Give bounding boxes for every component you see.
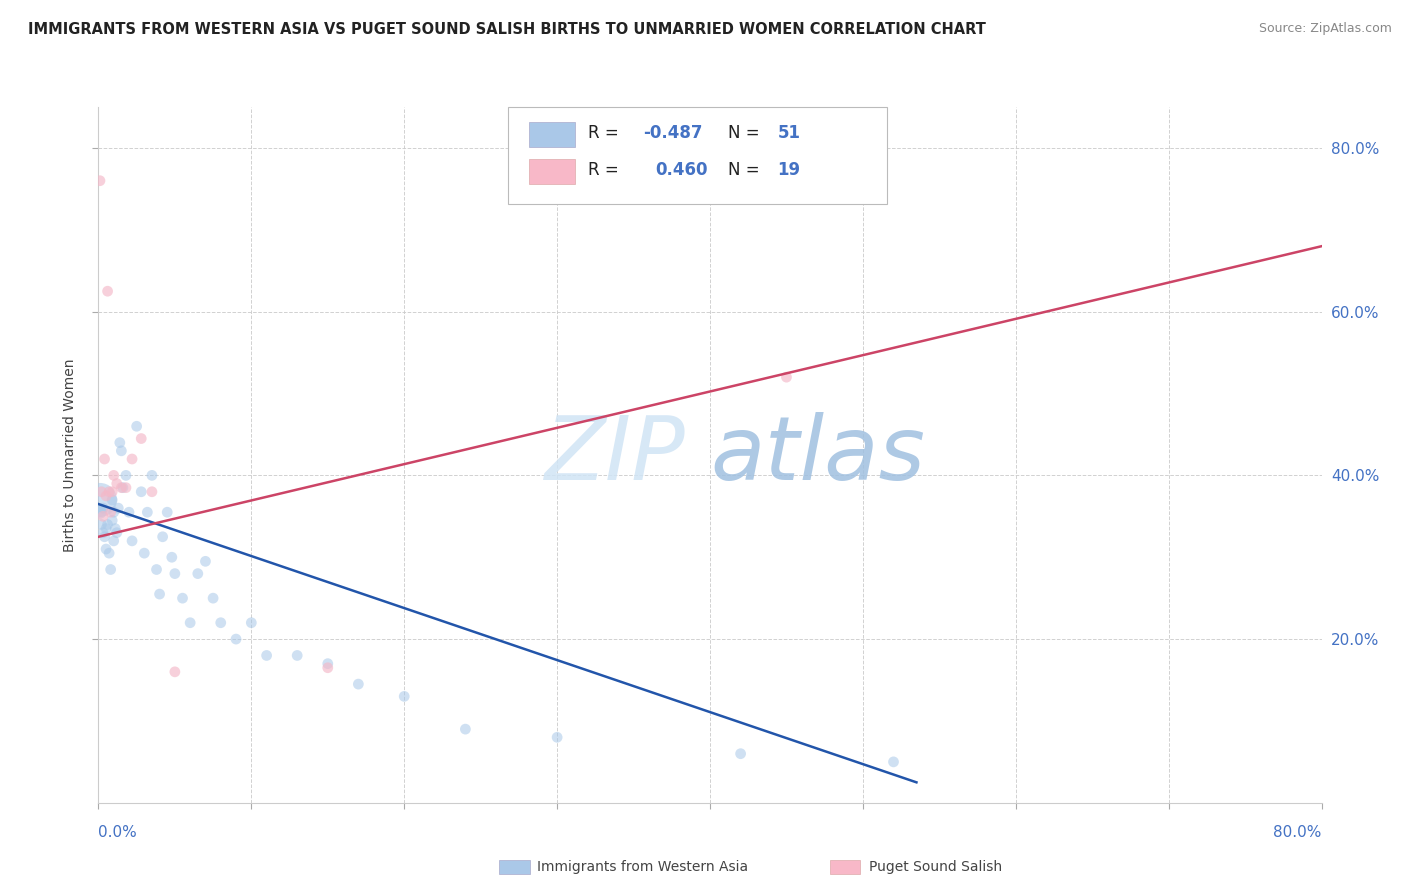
Text: IMMIGRANTS FROM WESTERN ASIA VS PUGET SOUND SALISH BIRTHS TO UNMARRIED WOMEN COR: IMMIGRANTS FROM WESTERN ASIA VS PUGET SO…: [28, 22, 986, 37]
Point: [94, 489, 117, 503]
FancyBboxPatch shape: [508, 107, 887, 204]
Point: [94, 522, 117, 536]
Point: [105, 525, 128, 540]
Text: -0.487: -0.487: [643, 125, 702, 143]
Point: [121, 533, 143, 548]
Point: [103, 533, 125, 548]
Y-axis label: Births to Unmarried Women: Births to Unmarried Women: [63, 359, 77, 551]
Point: [90, 517, 112, 532]
Point: [104, 522, 127, 536]
Text: R =: R =: [588, 161, 628, 178]
Text: 51: 51: [778, 125, 800, 143]
Point: [194, 554, 217, 568]
Point: [134, 546, 156, 560]
Point: [93, 530, 115, 544]
Point: [316, 661, 339, 675]
Point: [163, 566, 186, 581]
FancyBboxPatch shape: [529, 121, 575, 146]
Point: [105, 476, 128, 491]
Point: [93, 452, 115, 467]
Point: [111, 481, 134, 495]
Point: [125, 419, 148, 434]
Point: [316, 657, 339, 671]
Text: R =: R =: [588, 125, 624, 143]
Point: [160, 550, 183, 565]
Point: [775, 370, 797, 384]
Text: ZIP: ZIP: [544, 412, 686, 498]
Point: [100, 505, 122, 519]
Point: [392, 690, 416, 704]
Point: [101, 492, 124, 507]
Point: [225, 632, 247, 646]
Point: [97, 284, 120, 298]
Text: 19: 19: [778, 161, 800, 178]
Point: [129, 484, 152, 499]
Point: [730, 747, 752, 761]
Point: [256, 648, 278, 663]
Point: [347, 677, 370, 691]
Point: [103, 468, 125, 483]
Point: [110, 443, 132, 458]
Text: Puget Sound Salish: Puget Sound Salish: [869, 860, 1002, 874]
Text: N =: N =: [728, 125, 765, 143]
Point: [94, 542, 117, 557]
Point: [149, 587, 172, 601]
Point: [179, 615, 201, 630]
Point: [90, 484, 112, 499]
Point: [121, 452, 143, 467]
Point: [145, 562, 167, 576]
Point: [91, 501, 114, 516]
Text: Source: ZipAtlas.com: Source: ZipAtlas.com: [1258, 22, 1392, 36]
Point: [101, 513, 124, 527]
Point: [285, 648, 308, 663]
Point: [136, 505, 159, 519]
Point: [202, 591, 225, 606]
Point: [108, 435, 131, 450]
Point: [91, 509, 114, 524]
Text: 0.460: 0.460: [655, 161, 707, 178]
Point: [101, 484, 124, 499]
Point: [107, 501, 129, 516]
Point: [91, 525, 114, 540]
Point: [100, 562, 122, 576]
Point: [103, 505, 125, 519]
Point: [546, 731, 568, 745]
Point: [98, 484, 121, 499]
Point: [115, 468, 138, 483]
Point: [97, 517, 120, 532]
Point: [209, 615, 232, 630]
Text: N =: N =: [728, 161, 765, 178]
Point: [110, 481, 132, 495]
Text: atlas: atlas: [710, 412, 925, 498]
Point: [152, 530, 174, 544]
Point: [454, 722, 477, 736]
Point: [118, 505, 141, 519]
Point: [89, 505, 111, 519]
Point: [129, 432, 152, 446]
Point: [89, 492, 111, 507]
Point: [98, 546, 121, 560]
Point: [156, 505, 179, 519]
Text: Immigrants from Western Asia: Immigrants from Western Asia: [537, 860, 748, 874]
Point: [141, 468, 163, 483]
Point: [187, 566, 209, 581]
Point: [115, 481, 138, 495]
Point: [163, 665, 186, 679]
Point: [883, 755, 905, 769]
Point: [172, 591, 194, 606]
Point: [141, 484, 163, 499]
Text: 80.0%: 80.0%: [1274, 825, 1322, 840]
Point: [89, 174, 111, 188]
FancyBboxPatch shape: [529, 159, 575, 184]
Text: 0.0%: 0.0%: [98, 825, 138, 840]
Point: [240, 615, 263, 630]
